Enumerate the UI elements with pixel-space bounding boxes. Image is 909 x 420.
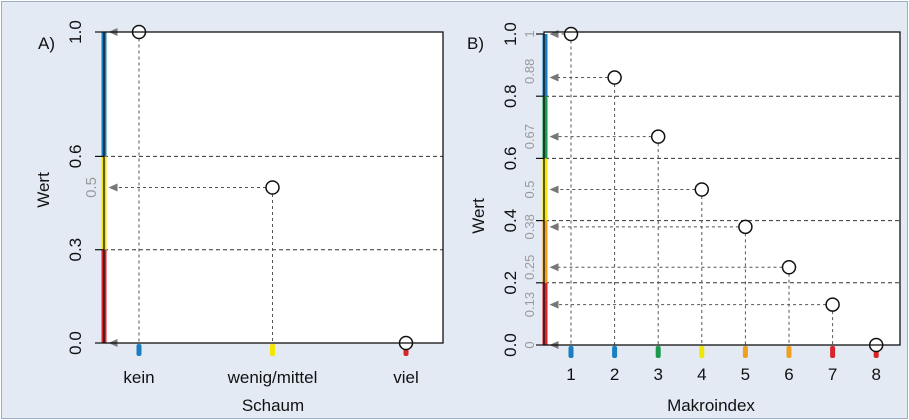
y-tick-label-0-6: 0.6 — [501, 147, 520, 171]
gray-value-label-0-38: 0.38 — [522, 214, 537, 239]
category-marker-2 — [612, 346, 618, 358]
gray-value-label-0-13: 0.13 — [522, 292, 537, 317]
gray-value-label-1: 1 — [522, 30, 537, 37]
arrow-head-3 — [549, 132, 559, 141]
x-tick-label-viel: viel — [393, 368, 419, 387]
x-tick-label-7: 7 — [828, 365, 837, 384]
y-tick-label-0-8: 0.8 — [501, 84, 520, 108]
panel-label-a: A) — [38, 34, 55, 53]
arrow-head-4 — [549, 185, 559, 194]
data-point-1 — [563, 26, 579, 42]
arrow-head-5 — [549, 222, 559, 231]
x-tick-label-6: 6 — [784, 365, 793, 384]
y-tick-label-0: 0.0 — [501, 333, 520, 357]
gray-value-label-0-5: 0.5 — [83, 177, 100, 198]
arrow-head-2 — [549, 73, 559, 82]
data-point-2 — [607, 70, 622, 85]
chart-a: 0.0 0.3 0.6 1.0 0.5 kein wenig/mittel viel A)… — [34, 20, 444, 415]
gray-value-label-0-25: 0.25 — [522, 255, 537, 280]
color-band-0-2-0-4 — [542, 220, 548, 283]
gray-value-label-0-5: 0.5 — [522, 180, 537, 198]
gray-value-label-0-67: 0.67 — [522, 124, 537, 149]
y-axis-label-b: Wert — [469, 198, 488, 234]
x-tick-label-3: 3 — [653, 365, 662, 384]
category-marker-5 — [742, 346, 748, 358]
data-point-wenig-mittel — [265, 180, 280, 195]
color-band-0-8-1 — [542, 34, 548, 97]
plot-area-b — [544, 32, 900, 345]
category-marker-kein — [136, 344, 142, 356]
panel-label-b: B) — [467, 34, 484, 53]
data-point-3 — [650, 129, 666, 144]
category-marker-3 — [655, 346, 661, 358]
data-point-6 — [781, 260, 797, 275]
y-tick-label-0-4: 0.4 — [501, 209, 520, 233]
y-tick-label-0-6: 0.6 — [66, 145, 85, 169]
category-marker-6 — [786, 346, 792, 358]
x-tick-label-kein: kein — [123, 368, 154, 387]
data-point-5 — [738, 219, 753, 235]
chart-b: 0.0 0.2 0.4 0.6 0.8 1.0 0 0.13 0.25 0.38 0.5 0.67 0… — [467, 22, 901, 415]
y-tick-label-1: 1.0 — [66, 20, 85, 44]
y-tick-label-0: 0.0 — [66, 331, 85, 355]
y-tick-label-0-2: 0.2 — [501, 271, 520, 295]
gray-value-label-0-88: 0.88 — [522, 59, 537, 84]
arrow-head-wenig-mittel — [108, 183, 118, 192]
y-tick-label-1: 1.0 — [501, 22, 520, 46]
x-tick-label-2: 2 — [610, 365, 619, 384]
arrow-head-7 — [549, 300, 559, 309]
data-point-7 — [825, 297, 840, 312]
x-tick-label-4: 4 — [697, 365, 706, 384]
gray-value-label-0: 0 — [522, 341, 537, 348]
color-band-0-6-0-8 — [542, 96, 548, 159]
data-point-4 — [694, 182, 710, 197]
x-tick-label-5: 5 — [741, 365, 750, 384]
x-axis-label-b: Makroindex — [667, 396, 755, 415]
color-band-0-4-0-6 — [542, 158, 548, 221]
category-marker-4 — [699, 346, 705, 358]
y-tick-label-0-3: 0.3 — [66, 238, 85, 262]
category-marker-1 — [568, 346, 574, 358]
category-marker-7 — [830, 346, 836, 358]
y-axis-label-a: Wert — [34, 172, 53, 208]
category-marker-wenig-mittel — [270, 344, 275, 356]
arrow-head-6 — [549, 263, 559, 272]
plot-border-a — [103, 31, 444, 344]
plot-border-b — [543, 31, 901, 346]
x-axis-label-a: Schaum — [242, 396, 304, 415]
x-tick-label-wenig-mittel: wenig/mittel — [227, 368, 318, 387]
x-tick-label-1: 1 — [566, 365, 575, 384]
x-tick-label-8: 8 — [871, 365, 880, 384]
color-band-0-0-2 — [542, 282, 548, 345]
